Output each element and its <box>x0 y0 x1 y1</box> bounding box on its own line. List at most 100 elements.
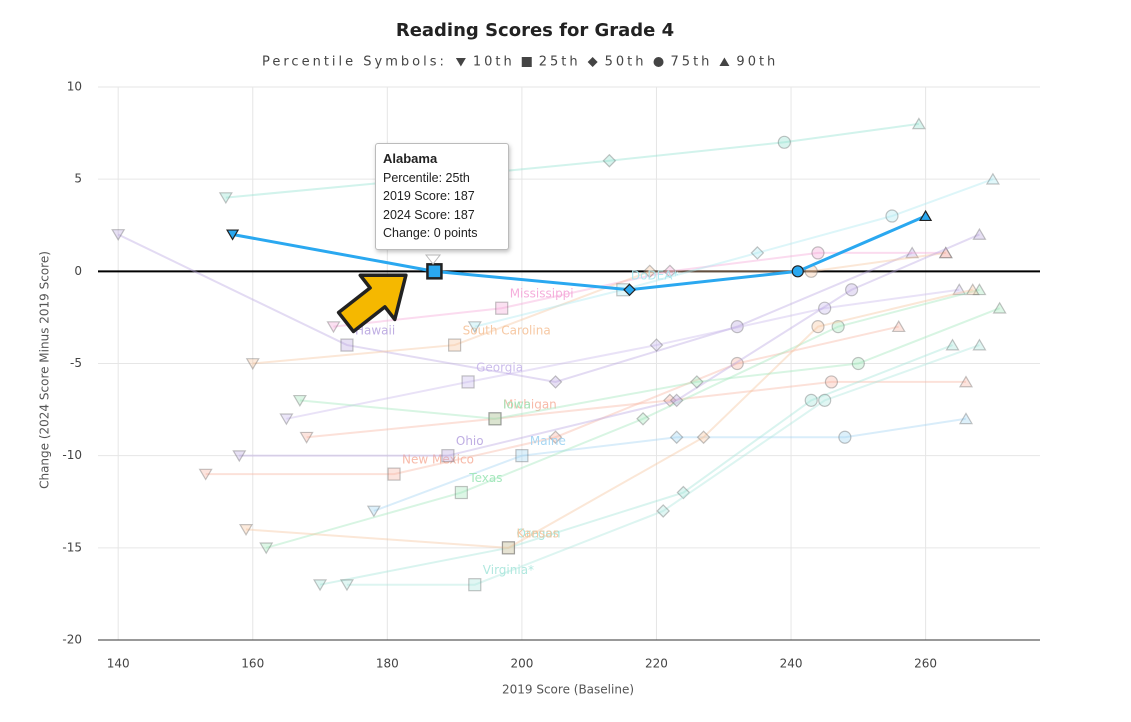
series-marker <box>938 246 953 259</box>
series-label: Maine <box>530 434 566 448</box>
series-marker <box>804 393 818 407</box>
series-marker <box>831 320 845 334</box>
x-tick-label: 160 <box>241 657 264 671</box>
series-marker <box>340 338 354 352</box>
series-marker <box>669 393 684 408</box>
y-tick-label: -5 <box>70 356 82 370</box>
series-marker <box>198 468 213 481</box>
series-line <box>252 251 946 365</box>
series-marker <box>387 467 401 481</box>
series-marker <box>730 320 744 334</box>
series-marker <box>501 541 516 555</box>
series-marker <box>945 338 960 351</box>
series-marker <box>972 283 987 296</box>
marker-50th <box>587 57 598 67</box>
legend-label: 90th <box>736 55 778 70</box>
series-line <box>474 178 994 328</box>
series-marker <box>602 153 617 168</box>
legend-label: 75th <box>671 55 713 70</box>
series-marker <box>818 393 832 407</box>
series-marker <box>777 135 791 149</box>
series-label: Texas <box>468 471 502 485</box>
series-marker <box>292 394 307 407</box>
tooltip-pointer <box>424 254 442 265</box>
series-marker <box>656 504 671 518</box>
y-tick-label: -15 <box>62 540 82 554</box>
series-marker <box>454 485 468 500</box>
x-tick-label: 240 <box>780 657 803 671</box>
series-marker <box>844 283 859 297</box>
series-marker <box>488 412 502 426</box>
y-axis-label: Change (2024 Score Minus 2019 Score) <box>38 251 52 489</box>
legend-label: 10th <box>473 55 515 70</box>
series-marker <box>636 411 650 426</box>
series-line <box>306 380 966 439</box>
series-label: South Carolina <box>463 324 551 338</box>
legend-label: 50th <box>605 55 647 70</box>
series-marker <box>958 375 974 388</box>
series-marker <box>696 430 711 445</box>
highlight-marker <box>791 265 804 278</box>
highlight-marker <box>426 263 443 280</box>
series-marker <box>488 412 502 426</box>
series-marker <box>467 321 482 334</box>
series-marker <box>676 485 691 500</box>
series-marker <box>326 321 341 334</box>
x-tick-label: 220 <box>645 657 668 671</box>
series-marker <box>441 449 455 463</box>
series-marker <box>851 356 865 371</box>
series-marker <box>232 450 247 463</box>
series-marker <box>259 542 274 555</box>
tooltip-line: 2024 Score: 187 <box>383 207 475 222</box>
series-label: Hawaii <box>355 324 395 338</box>
series-label: Virginia* <box>483 563 534 577</box>
y-tick-label: 5 <box>74 172 82 186</box>
tooltip-title: Alabama <box>383 151 438 166</box>
series-marker <box>663 393 677 408</box>
series-marker <box>312 579 328 592</box>
series-label: Ohio <box>456 434 484 448</box>
series-marker <box>218 192 233 205</box>
series-label: Kansas <box>516 526 558 540</box>
series-marker <box>818 301 832 315</box>
series-marker <box>938 246 953 259</box>
pointer-arrow <box>336 273 408 334</box>
marker-10th <box>455 58 466 67</box>
y-tick-label: -20 <box>62 633 82 647</box>
y-tick-label: 10 <box>67 80 82 94</box>
series-line <box>245 288 973 549</box>
arrow-shape <box>336 273 408 334</box>
x-tick-label: 260 <box>914 657 937 671</box>
series-marker <box>111 229 126 242</box>
series-label: Oregon <box>516 526 560 540</box>
series-line <box>319 344 953 586</box>
series-marker <box>299 431 314 444</box>
marker-75th <box>653 57 664 67</box>
series-label: Michigan <box>503 397 557 411</box>
series-marker <box>468 578 482 592</box>
series-marker <box>238 524 254 536</box>
highlight-marker <box>226 229 240 241</box>
series-marker <box>958 412 974 425</box>
series-marker <box>965 283 980 296</box>
y-tick-label: -10 <box>62 448 82 462</box>
series-line <box>265 288 980 549</box>
highlight-marker <box>919 209 933 222</box>
x-tick-label: 140 <box>107 657 130 671</box>
series-marker <box>548 375 563 389</box>
series-marker <box>501 541 516 555</box>
series-marker <box>448 338 462 352</box>
series-label: DoDEA* <box>631 268 679 282</box>
series-marker <box>992 301 1007 314</box>
series-label: New Mexico <box>402 453 474 467</box>
series-line <box>286 288 960 420</box>
series-line <box>346 344 980 586</box>
series-marker <box>885 209 899 223</box>
series-marker <box>515 449 529 463</box>
series-line <box>117 233 913 383</box>
tooltip-line: Percentile: 25th <box>383 170 470 185</box>
series-marker <box>642 264 657 279</box>
series-marker <box>972 338 987 351</box>
tooltip: Alabama Percentile: 25th 2019 Score: 187… <box>375 143 509 250</box>
